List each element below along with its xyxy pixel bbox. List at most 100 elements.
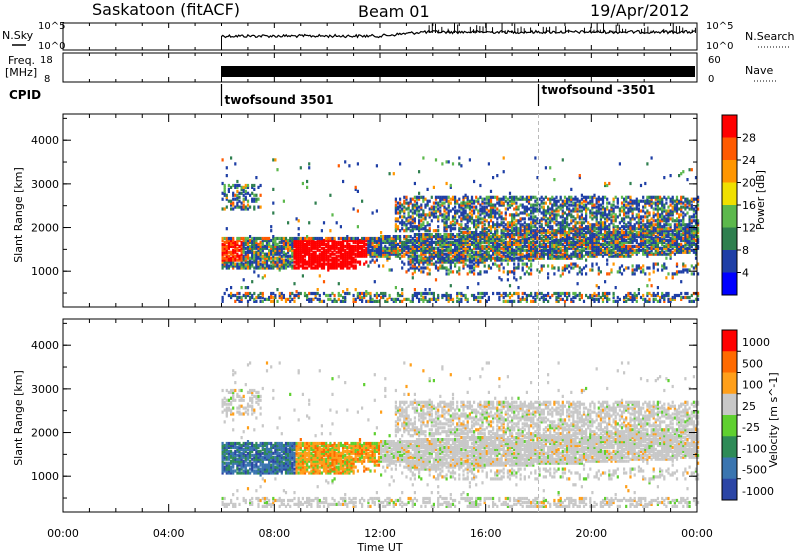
echo-cell xyxy=(454,205,457,209)
echo-cell xyxy=(420,250,423,254)
echo-cell xyxy=(346,256,349,260)
echo-cell xyxy=(629,209,632,213)
echo-cell xyxy=(415,197,419,201)
echo-cell xyxy=(595,244,598,248)
echo-cell xyxy=(496,244,499,248)
echo-cell xyxy=(386,246,389,250)
echo-cell xyxy=(508,291,512,296)
echo-cell xyxy=(327,266,330,270)
echo-cell xyxy=(306,293,309,298)
echo-cell xyxy=(291,266,294,270)
echo-cell xyxy=(527,213,531,217)
echo-cell xyxy=(225,256,228,260)
echo-cell xyxy=(232,264,235,268)
echo-cell xyxy=(639,236,643,241)
echo-cell xyxy=(384,244,387,248)
echo-cell xyxy=(599,207,602,211)
echo-cell xyxy=(293,248,296,252)
echo-cell xyxy=(437,240,440,244)
echo-cell xyxy=(451,195,455,199)
echo-cell xyxy=(656,291,659,296)
echo-cell xyxy=(460,256,463,260)
echo-cell xyxy=(574,295,577,300)
echo-cell xyxy=(612,293,615,298)
echo-cell xyxy=(637,227,640,231)
echo-cell xyxy=(278,258,281,262)
echo-cell xyxy=(230,236,233,241)
echo-cell xyxy=(506,250,509,254)
echo-cell xyxy=(637,201,640,205)
echo-cell xyxy=(439,195,442,199)
echo-cell xyxy=(631,264,634,268)
echo-cell xyxy=(591,262,594,266)
echo-cell xyxy=(644,240,647,244)
echo-cell xyxy=(629,201,632,205)
echo-cell xyxy=(606,240,609,244)
echo-cell xyxy=(282,238,285,243)
echo-cell xyxy=(593,211,596,215)
echo-cell xyxy=(536,238,539,243)
echo-cell xyxy=(599,246,602,250)
echo-cell xyxy=(413,248,416,252)
echo-cell xyxy=(325,244,328,248)
echo-cell xyxy=(418,225,421,229)
echo-cell xyxy=(542,211,545,215)
echo-cell xyxy=(470,205,474,209)
echo-cell xyxy=(542,299,545,303)
echo-cell xyxy=(659,295,662,300)
echo-cell xyxy=(240,299,243,303)
echo-cell xyxy=(559,215,562,219)
echo-cell xyxy=(390,244,393,248)
echo-cell xyxy=(576,235,579,239)
echo-cell xyxy=(274,260,277,264)
echo-cell xyxy=(502,197,505,201)
echo-cell xyxy=(547,225,550,229)
echo-cell xyxy=(479,246,482,250)
echo-cell xyxy=(259,236,262,241)
echo-cell xyxy=(253,244,256,248)
echo-cell xyxy=(475,238,478,243)
echo-cell xyxy=(637,231,640,235)
echo-cell xyxy=(582,299,586,303)
echo-cell xyxy=(380,246,383,250)
echo-cell xyxy=(580,217,583,221)
echo-cell xyxy=(458,215,461,219)
echo-cell xyxy=(642,231,645,235)
echo-cell xyxy=(551,219,554,223)
echo-cell xyxy=(253,250,256,254)
echo-cell xyxy=(418,195,421,199)
echo-cell xyxy=(572,250,575,254)
echo-cell xyxy=(601,254,605,258)
echo-cell xyxy=(437,260,440,264)
echo-cell xyxy=(627,235,630,239)
echo-cell xyxy=(561,213,564,217)
echo-cell xyxy=(540,266,543,270)
echo-cell xyxy=(293,250,296,254)
echo-cell xyxy=(437,295,440,300)
echo-cell xyxy=(608,233,611,237)
echo-cell xyxy=(411,203,414,207)
echo-cell xyxy=(344,264,347,268)
echo-cell xyxy=(242,193,245,197)
echo-cell xyxy=(236,242,239,246)
echo-cell xyxy=(339,266,342,270)
echo-cell xyxy=(430,258,433,262)
echo-cell xyxy=(418,246,421,250)
echo-cell xyxy=(439,235,442,239)
echo-cell xyxy=(470,248,474,252)
echo-cell xyxy=(460,246,463,250)
echo-cell xyxy=(234,299,237,303)
echo-cell xyxy=(534,209,537,213)
echo-cell xyxy=(255,246,258,250)
echo-cell xyxy=(346,262,349,266)
echo-cell xyxy=(523,262,526,266)
echo-cell xyxy=(508,242,512,246)
echo-cell xyxy=(418,170,421,174)
echo-cell xyxy=(473,238,476,243)
echo-cell xyxy=(616,270,619,274)
echo-cell xyxy=(623,233,626,237)
echo-cell xyxy=(420,195,423,199)
echo-cell xyxy=(506,242,509,246)
echo-cell xyxy=(519,250,522,254)
echo-cell xyxy=(563,219,567,223)
